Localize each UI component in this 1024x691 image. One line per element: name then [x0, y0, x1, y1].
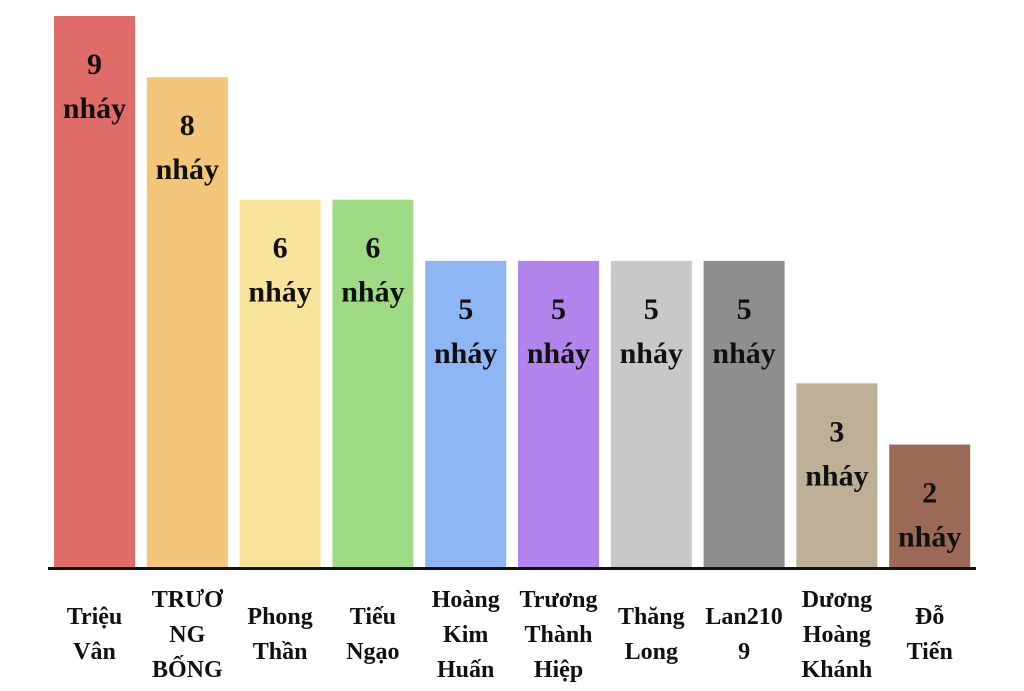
- bar-7: [610, 260, 692, 567]
- bar-8: [703, 260, 785, 567]
- bar-value-label-10: 2 nháy: [898, 477, 961, 554]
- bar-value-label-4: 6 nháy: [341, 232, 404, 309]
- bar-6: [518, 260, 599, 567]
- bar-value-label-7: 5 nháy: [620, 293, 683, 370]
- category-label-4: Tiếu Ngạo: [346, 604, 399, 665]
- bar-5: [425, 260, 507, 567]
- bar-4: [332, 199, 414, 567]
- bar-2: [146, 77, 228, 567]
- bar-10: [889, 444, 971, 567]
- bar-1: [54, 16, 135, 567]
- bar-value-label-3: 6 nháy: [248, 232, 311, 309]
- category-label-10: Đỗ Tiến: [907, 604, 953, 665]
- bar-value-label-1: 9 nháy: [63, 48, 126, 125]
- bars-layer: [54, 16, 971, 567]
- bar-value-label-2: 8 nháy: [156, 109, 219, 186]
- bar-value-label-8: 5 nháy: [712, 293, 775, 370]
- category-label-1: Triệu Vân: [67, 604, 123, 665]
- category-label-6: Trương Thành Hiệp: [520, 587, 598, 683]
- bar-3: [239, 199, 321, 567]
- bar-value-label-9: 3 nháy: [805, 415, 868, 492]
- category-labels-layer: Triệu Vân TRƯƠ NG BỐNG Phong Thần Tiếu Ngạo Hoàng…: [67, 587, 953, 683]
- category-label-8: Lan210 9: [705, 604, 782, 665]
- category-label-3: Phong Thần: [247, 604, 312, 665]
- category-label-2: TRƯƠ NG BỐNG: [152, 587, 224, 683]
- bar-9: [796, 383, 878, 567]
- category-label-7: Thăng Long: [618, 604, 685, 665]
- category-label-5: Hoàng Kim Huấn: [432, 587, 500, 683]
- bar-value-label-6: 5 nháy: [527, 293, 590, 370]
- bar-value-label-5: 5 nháy: [434, 293, 497, 370]
- value-labels-layer: 9 nháy 8 nháy 6 nháy 6 nháy 5 nháy 5 nháy 5 nháy 5 nháy…: [63, 48, 962, 554]
- category-label-9: Dương Hoàng Khánh: [802, 587, 873, 683]
